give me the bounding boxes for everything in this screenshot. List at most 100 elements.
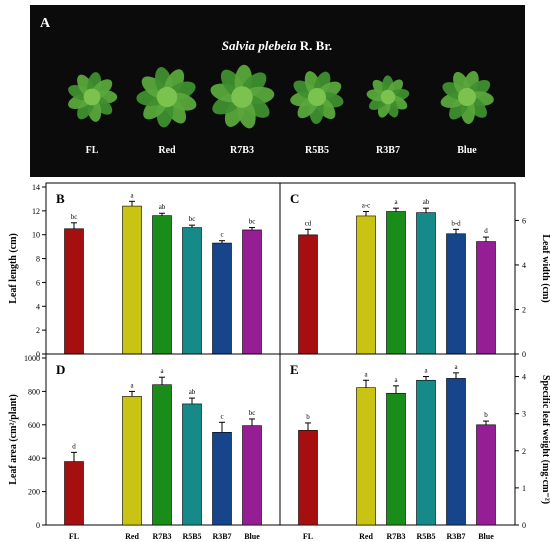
plant-photo-fl (68, 72, 118, 122)
chart-panel-c: C 0 2 4 6 Leaf width (cm) cd a-c a ab b-d d (279, 182, 550, 359)
significance-letter: a (454, 363, 458, 371)
y-axis-title: Leaf length (cm) (8, 233, 19, 304)
plant-photos (68, 64, 494, 129)
bar-r5b5 (182, 227, 202, 355)
y-tick-label: 0 (36, 350, 40, 359)
y-tick-label: 8 (36, 255, 40, 264)
y-tick-label: 2 (522, 447, 526, 456)
significance-letter: a (160, 367, 164, 375)
plant-photo-r3b7 (366, 75, 410, 118)
significance-letter: bc (71, 213, 78, 221)
photo-label-blue: Blue (457, 145, 477, 156)
y-tick-label: 4 (522, 261, 526, 270)
significance-letter: d (72, 442, 76, 450)
x-tick-label: Red (125, 532, 139, 541)
y-tick-label: 4 (36, 302, 40, 311)
significance-letter: b-d (451, 219, 461, 227)
x-tick-label: R3B7 (212, 532, 231, 541)
plant-center (380, 89, 396, 105)
significance-letter: c (220, 231, 223, 239)
panel-label: B (56, 191, 65, 206)
species-author: R. Br. (297, 38, 333, 53)
y-tick-label: 2 (522, 305, 526, 314)
plant-center (156, 86, 178, 108)
photo-label-r3b7: R3B7 (376, 145, 400, 156)
x-tick-label: R7B3 (152, 532, 171, 541)
y-tick-label: 4 (522, 373, 526, 382)
significance-letter: a (424, 367, 428, 375)
y-tick-label: 12 (32, 207, 40, 216)
y-tick-label: 6 (522, 216, 526, 225)
bar-fl (64, 461, 84, 526)
significance-letter: cd (305, 219, 312, 227)
y-tick-label: 400 (28, 454, 40, 463)
bar-r7b3 (152, 215, 172, 355)
y-axis-title: Leaf area (cm²/plant) (8, 394, 19, 485)
bar-r5b5 (182, 403, 202, 526)
plant-center (231, 86, 253, 108)
plant-center (308, 88, 326, 106)
x-tick-label: Red (359, 532, 373, 541)
significance-letter: ab (423, 198, 430, 206)
photo-label-r7b3: R7B3 (230, 145, 254, 156)
x-tick-label: Blue (478, 532, 494, 541)
plant-photo-r5b5 (290, 71, 344, 124)
y-tick-label: 6 (36, 278, 40, 287)
x-tick-label: Blue (244, 532, 260, 541)
bar-r3b7 (446, 378, 466, 526)
bar-red (122, 396, 142, 526)
bar-red (122, 205, 142, 355)
significance-letter: d (484, 227, 488, 235)
bar-red (356, 215, 376, 355)
photo-label-red: Red (158, 145, 176, 156)
bar-blue (476, 424, 496, 526)
chart-panel-d: D 0 200 400 600 800 1000 Leaf area (cm²/plant) d… (8, 353, 281, 541)
y-tick-label: 1000 (24, 354, 40, 363)
species-title: Salvia plebeia R. Br. (222, 38, 332, 53)
treatment-photo-labels: FL Red R7B3 R5B5 R3B7 Blue (86, 145, 478, 156)
bar-r5b5 (416, 212, 436, 355)
chart-panel-e: E 0 1 2 3 4 Specific leaf weight (mg·cm⁻²) b FL a… (279, 353, 550, 541)
bar-fl (64, 228, 84, 355)
bar-fl (298, 430, 318, 526)
significance-letter: bc (249, 218, 256, 226)
significance-letter: c (220, 412, 223, 420)
significance-letter: a (130, 381, 134, 389)
plant-center (458, 88, 476, 106)
significance-letter: a-c (362, 201, 371, 209)
x-tick-label: R5B5 (182, 532, 201, 541)
y-axis-title: Leaf width (cm) (540, 234, 550, 302)
species-name: Salvia plebeia (222, 38, 297, 53)
bar-blue (242, 425, 262, 526)
plant-center (83, 88, 101, 106)
panel-label: D (56, 362, 65, 377)
photo-label-fl: FL (86, 145, 99, 156)
y-tick-label: 600 (28, 421, 40, 430)
y-axis-title: Specific leaf weight (mg·cm⁻²) (540, 375, 550, 504)
significance-letter: b (306, 413, 310, 421)
y-tick-label: 14 (32, 183, 40, 192)
plant-photo-panel: A Salvia plebeia R. Br. FL Red R7B3 R5B5 R3B… (30, 5, 525, 177)
x-tick-label: FL (69, 532, 79, 541)
y-tick-label: 0 (522, 350, 526, 359)
significance-letter: a (394, 376, 398, 384)
bar-red (356, 387, 376, 526)
x-tick-label: R3B7 (446, 532, 465, 541)
significance-letter: ab (189, 388, 196, 396)
photo-label-r5b5: R5B5 (305, 145, 329, 156)
bar-r3b7 (446, 233, 466, 355)
x-tick-label: R5B5 (416, 532, 435, 541)
bar-blue (476, 241, 496, 355)
panel-label: E (290, 362, 299, 377)
x-tick-label: R7B3 (386, 532, 405, 541)
significance-letter: b (484, 411, 488, 419)
bar-r7b3 (152, 384, 172, 526)
bar-fl (298, 234, 318, 355)
bar-r5b5 (416, 379, 436, 526)
bar-r3b7 (212, 242, 232, 355)
bar-r7b3 (386, 211, 406, 355)
plant-photo-blue (440, 70, 494, 124)
significance-letter: a (394, 198, 398, 206)
bar-blue (242, 229, 262, 355)
